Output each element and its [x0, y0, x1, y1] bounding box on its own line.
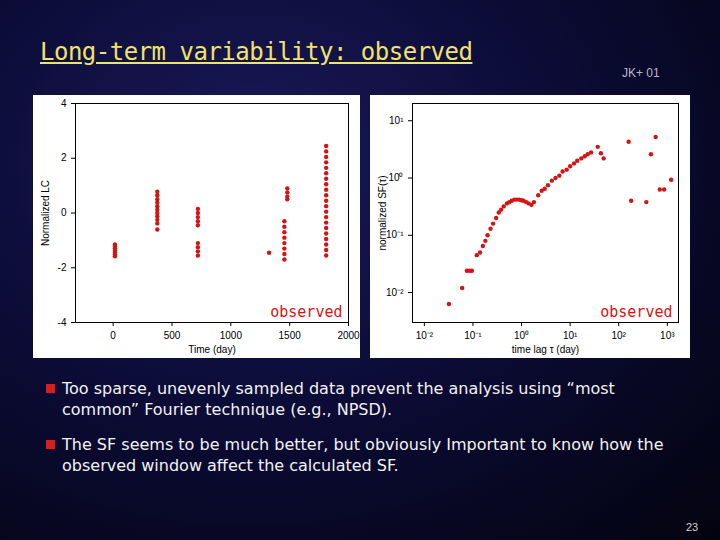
svg-text:observed: observed [270, 303, 342, 321]
svg-text:-2: -2 [58, 262, 67, 273]
svg-text:observed: observed [600, 303, 672, 321]
svg-text:normalized SF(τ): normalized SF(τ) [377, 175, 388, 250]
svg-text:10³: 10³ [660, 330, 675, 341]
svg-text:1000: 1000 [220, 330, 243, 341]
svg-text:10⁻¹: 10⁻¹ [464, 330, 482, 341]
svg-text:4: 4 [61, 98, 67, 109]
svg-text:500: 500 [164, 330, 181, 341]
svg-text:10²: 10² [611, 330, 626, 341]
svg-text:Time (day): Time (day) [188, 344, 235, 355]
html-text:Too sparse, unevenly sampled d: Too sparse, unevenly sampled data preven… [62, 379, 615, 419]
svg-text:Normalized LC: Normalized LC [40, 180, 51, 246]
html-text:Long-term variability: observe: Long-term variability: observed [40, 38, 473, 66]
html-text:23: 23 [686, 521, 699, 533]
svg-text:10¹: 10¹ [389, 115, 404, 126]
html-text:JK+ 01: JK+ 01 [622, 66, 660, 80]
svg-text:10¹: 10¹ [563, 330, 578, 341]
svg-text:1500: 1500 [279, 330, 302, 341]
html-text:The SF seems to be much better: The SF seems to be much better, but obvi… [62, 435, 664, 475]
svg-text:2: 2 [61, 152, 67, 163]
svg-text:2000: 2000 [337, 330, 360, 341]
svg-text:0: 0 [110, 330, 116, 341]
svg-text:0: 0 [61, 207, 67, 218]
svg-text:10⁻¹: 10⁻¹ [386, 229, 404, 240]
svg-text:10⁻²: 10⁻² [416, 330, 434, 341]
svg-text:10⁰: 10⁰ [388, 172, 403, 183]
svg-text:10⁰: 10⁰ [514, 330, 529, 341]
svg-text:time lag τ (day): time lag τ (day) [512, 344, 579, 355]
svg-text:-4: -4 [58, 317, 67, 328]
svg-text:10⁻²: 10⁻² [386, 287, 404, 298]
